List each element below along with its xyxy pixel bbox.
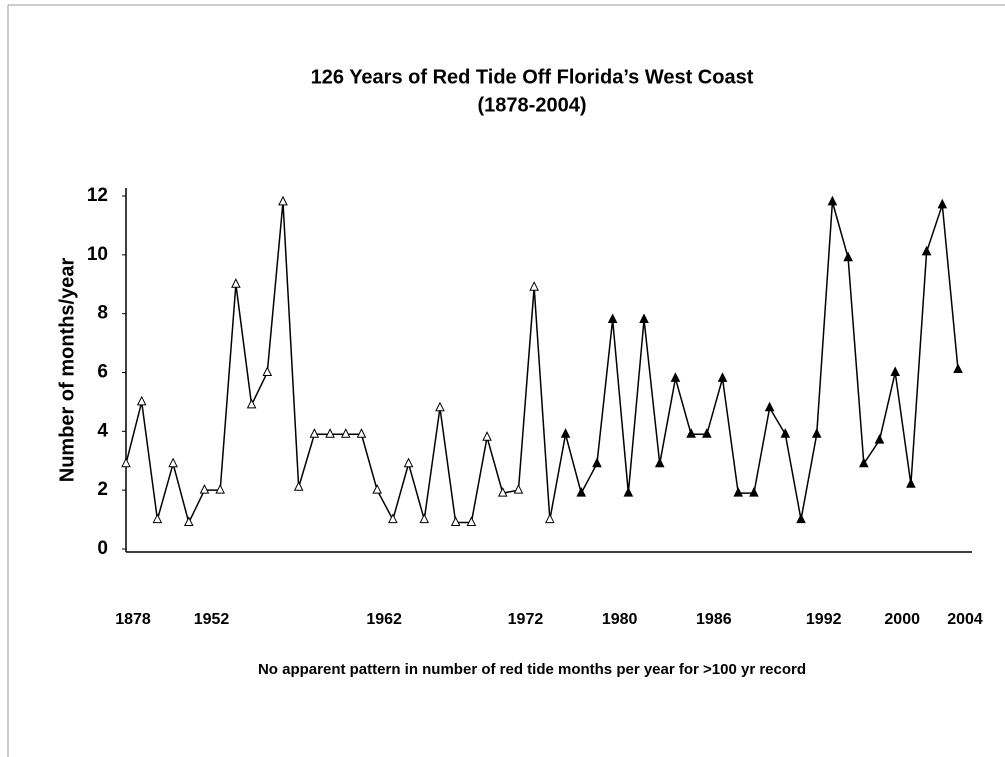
data-point xyxy=(827,195,838,206)
data-point xyxy=(435,401,445,412)
data-point xyxy=(702,428,712,438)
data-point xyxy=(576,486,587,497)
data-line xyxy=(125,201,959,525)
data-point xyxy=(811,428,822,438)
data-point xyxy=(654,457,665,468)
data-point xyxy=(121,457,131,468)
data-point xyxy=(623,486,634,497)
y-tick-label: 2 xyxy=(97,479,108,500)
data-point xyxy=(717,372,728,382)
data-point xyxy=(874,434,885,444)
data-point xyxy=(545,513,555,524)
x-tick-label: 2000 xyxy=(884,611,920,628)
data-point xyxy=(309,428,320,438)
data-point xyxy=(639,313,649,324)
data-point xyxy=(482,431,492,441)
data-point xyxy=(356,428,367,438)
data-point xyxy=(937,198,948,209)
data-point xyxy=(168,457,178,468)
data-point xyxy=(764,401,775,412)
x-tick-label: 1952 xyxy=(194,611,230,628)
x-tick-label: 1992 xyxy=(806,611,842,628)
y-tick-label: 4 xyxy=(97,420,108,441)
data-point xyxy=(246,398,257,409)
data-point xyxy=(921,245,932,256)
y-tick-label: 6 xyxy=(97,362,108,383)
data-point xyxy=(293,481,304,491)
data-point xyxy=(890,366,901,376)
chart-title: 126 Years of Red Tide Off Florida’s West… xyxy=(311,66,754,88)
data-point xyxy=(670,372,681,382)
data-point xyxy=(953,363,963,374)
y-tick-label: 0 xyxy=(97,538,108,559)
data-point xyxy=(419,513,430,524)
x-tick-label: 1878 xyxy=(115,611,151,628)
data-point xyxy=(607,313,618,324)
data-point xyxy=(592,457,602,468)
data-point xyxy=(136,395,147,406)
x-tick-label: 1962 xyxy=(366,611,402,628)
data-point xyxy=(529,281,539,291)
data-point xyxy=(780,428,791,438)
x-tick-label: 1986 xyxy=(696,611,732,628)
y-tick-label: 10 xyxy=(87,244,108,265)
y-tick-label: 8 xyxy=(97,303,108,324)
chart-subtitle: (1878-2004) xyxy=(478,94,587,116)
y-tick-label: 12 xyxy=(87,185,108,206)
x-tick-label: 1980 xyxy=(602,611,638,628)
data-point xyxy=(199,484,210,494)
data-point xyxy=(372,484,382,494)
data-point xyxy=(859,457,869,468)
data-point xyxy=(513,484,524,494)
data-point xyxy=(325,428,335,438)
data-point xyxy=(278,195,288,206)
data-point xyxy=(906,478,916,488)
y-axis-label: Number of months/year xyxy=(56,258,78,483)
data-point xyxy=(403,457,414,468)
data-point xyxy=(183,516,194,527)
data-point xyxy=(560,428,571,438)
data-point xyxy=(388,513,398,524)
x-tick-label: 2004 xyxy=(947,611,983,628)
data-point xyxy=(497,486,508,497)
caption: No apparent pattern in number of red tid… xyxy=(258,661,806,678)
data-point xyxy=(262,366,273,376)
data-point xyxy=(231,278,241,288)
data-point xyxy=(152,513,163,524)
data-point xyxy=(749,486,759,497)
data-point xyxy=(686,428,696,438)
data-point xyxy=(733,486,744,497)
data-point xyxy=(450,516,461,527)
data-point xyxy=(215,484,225,494)
data-point xyxy=(340,428,351,438)
data-point xyxy=(466,516,477,527)
x-tick-label: 1972 xyxy=(508,611,544,628)
data-point xyxy=(796,513,806,524)
data-point xyxy=(843,251,853,262)
